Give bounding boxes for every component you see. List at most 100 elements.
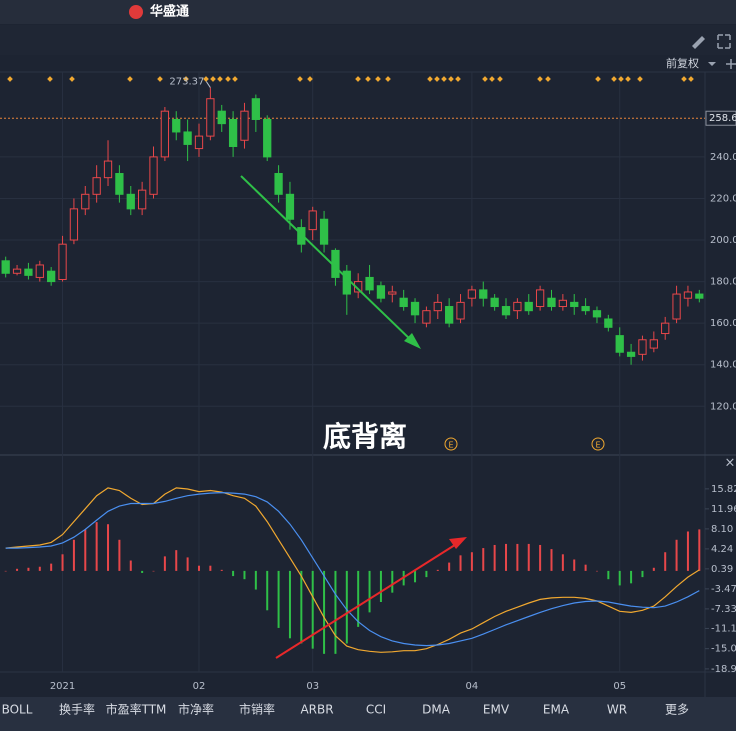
macd-bar [323, 570, 326, 654]
candle-body [535, 289, 545, 308]
macd-bar [311, 570, 314, 649]
indicator-tab[interactable]: ARBR [300, 703, 333, 717]
close-pane[interactable]: × [725, 456, 736, 471]
candle-body [570, 301, 579, 308]
y-tick-label: -18.9 [711, 664, 736, 675]
indicator-tab[interactable]: CCI [366, 703, 386, 717]
candle-body [695, 293, 704, 299]
macd-bar [61, 554, 64, 571]
macd-bar [254, 570, 257, 590]
y-tick-label: -3.47 [711, 584, 736, 595]
candle-body [626, 351, 636, 357]
indicator-tab[interactable]: EMA [543, 703, 570, 717]
candle-body [274, 173, 283, 195]
trend-arrow [275, 542, 459, 659]
candle-body [206, 98, 215, 137]
candle-body [615, 335, 624, 353]
y-tick-label: -15.0 [711, 644, 736, 655]
event-marker [385, 76, 391, 82]
indicator-tab[interactable]: 市销率 [239, 702, 275, 717]
candle-body [604, 318, 613, 328]
macd-bar [72, 539, 75, 571]
event-marker [688, 76, 694, 82]
candle-body [194, 135, 204, 150]
candle-body [58, 243, 67, 281]
event-marker [307, 76, 313, 82]
macd-bar [550, 549, 553, 571]
macd-bar [675, 539, 678, 571]
event-icon[interactable] [591, 437, 605, 451]
annotation: 底背离 [323, 420, 407, 453]
event-marker [611, 76, 617, 82]
candle-body [422, 310, 431, 324]
event-marker [497, 76, 503, 82]
candle-body [103, 160, 113, 179]
y-tick-label: 4.24 [711, 544, 733, 555]
event-marker [47, 76, 53, 82]
candle-body [547, 297, 556, 308]
macd-bar [686, 531, 689, 571]
candle-body [410, 301, 420, 316]
indicator-tab[interactable]: 市净率 [178, 702, 214, 717]
macd-bar [573, 559, 576, 571]
add-icon[interactable] [726, 59, 736, 69]
event-marker [365, 76, 371, 82]
event-marker [537, 76, 543, 82]
macd-bar [379, 570, 382, 602]
y-tick-label: 8.10 [711, 524, 733, 535]
edit-icon[interactable] [692, 36, 705, 49]
indicator-tab[interactable]: BOLL [2, 703, 33, 717]
macd-bar [232, 570, 235, 577]
macd-bar [288, 570, 291, 639]
macd-line [5, 491, 700, 647]
macd-bar [50, 563, 53, 571]
arrow-head [404, 333, 421, 349]
indicator-tab[interactable]: DMA [422, 703, 451, 717]
candle-body [126, 193, 135, 210]
macd-bar [539, 544, 542, 571]
event-marker [637, 76, 643, 82]
y-tick-label: 160.0 [710, 318, 736, 329]
event-marker [455, 76, 461, 82]
indicator-tab[interactable]: WR [607, 703, 627, 717]
candle-body [263, 118, 272, 158]
event-label[interactable]: E [595, 441, 600, 450]
candle-body [649, 339, 658, 349]
candle-body [228, 118, 238, 148]
indicator-tab[interactable]: 市盈率TTM [106, 702, 167, 717]
macd-bar [595, 570, 598, 572]
macd-bar [482, 548, 485, 571]
x-tick-label: 2021 [50, 681, 75, 692]
event-icon[interactable] [444, 437, 458, 451]
event-marker [545, 76, 551, 82]
candle-body [137, 189, 147, 210]
macd-bar [516, 543, 519, 571]
y-tick-label: 15.82 [711, 484, 736, 495]
dropdown-icon[interactable] [708, 62, 716, 66]
indicator-tab[interactable]: 换手率 [59, 702, 95, 717]
event-marker [375, 76, 381, 82]
macd-bar [357, 570, 360, 627]
event-marker [210, 76, 216, 82]
macd-bar [698, 529, 701, 571]
indicator-tab[interactable]: 更多 [665, 703, 689, 717]
adjust-select[interactable]: 前复权 [666, 56, 699, 70]
indicator-tab[interactable]: EMV [483, 703, 510, 717]
candle-body [683, 291, 693, 299]
macd-bar [459, 555, 462, 571]
macd-bar [186, 557, 189, 571]
event-marker [489, 76, 495, 82]
event-marker [127, 76, 133, 82]
x-tick-label: 03 [306, 681, 319, 692]
candle-body [92, 177, 101, 195]
candle-body [1, 260, 10, 274]
event-marker [157, 76, 163, 82]
fullscreen-icon[interactable] [717, 34, 731, 49]
macd-bar [470, 552, 473, 571]
candle-body [433, 301, 442, 312]
macd-bar [641, 570, 644, 578]
y-tick-label: 120.0 [710, 401, 736, 412]
candle-body [285, 193, 295, 220]
macd-bar [163, 556, 166, 571]
event-label[interactable]: E [448, 441, 453, 450]
